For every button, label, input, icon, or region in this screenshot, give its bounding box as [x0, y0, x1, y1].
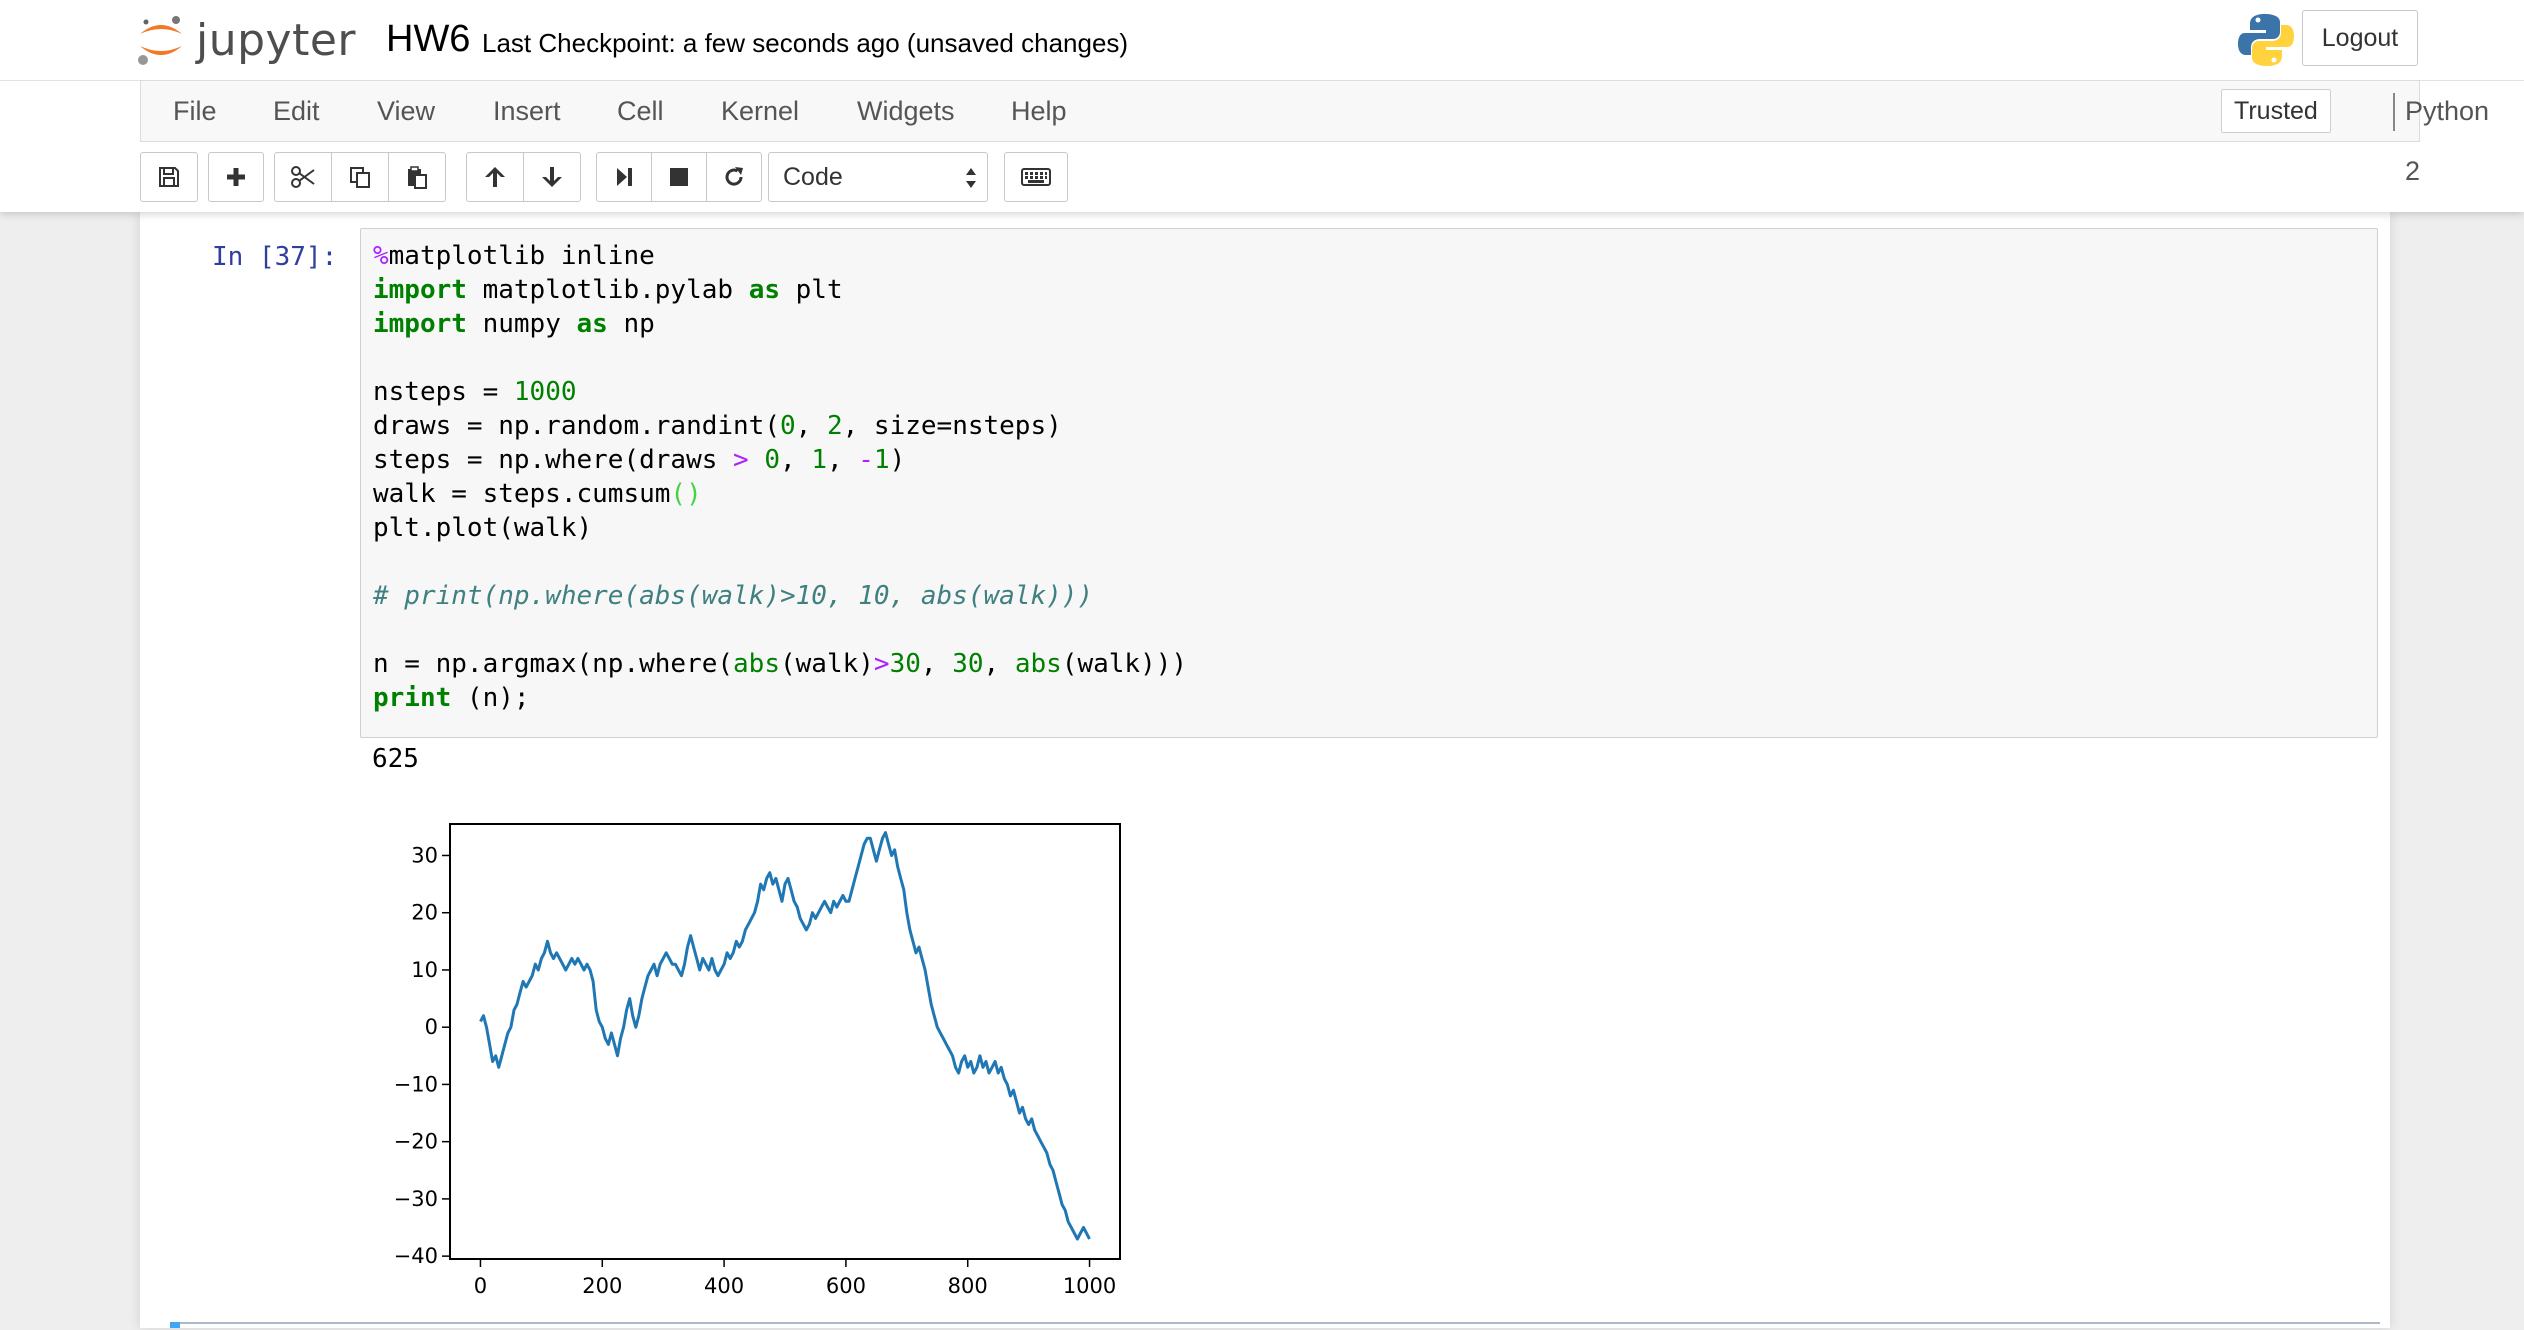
x-tick-label: 400: [704, 1274, 744, 1298]
y-tick-label: 10: [411, 958, 438, 982]
logout-button[interactable]: Logout: [2302, 10, 2418, 66]
code-line-14: print (n);: [373, 683, 530, 713]
step-forward-icon: [617, 168, 632, 186]
cell-type-select[interactable]: Code: [768, 152, 988, 202]
input-prompt: In [37]:: [212, 242, 338, 272]
move-down-button[interactable]: [523, 152, 581, 202]
paste-button[interactable]: [388, 152, 446, 202]
x-tick-label: 200: [582, 1274, 622, 1298]
menu-bar: File Edit View Insert Cell Kernel Widget…: [140, 80, 2489, 186]
menu-insert[interactable]: Insert: [493, 96, 561, 126]
code-line-11: # print(np.where(abs(walk)>10, 10, abs(w…: [373, 581, 1094, 611]
code-line-3: import numpy as np: [373, 309, 655, 339]
code-line-1: %matplotlib inline: [373, 241, 655, 271]
code-line-13: n = np.argmax(np.where(abs(walk)>30, 30,…: [373, 649, 1188, 679]
trusted-badge[interactable]: Trusted: [2221, 89, 2331, 133]
code-cell-input[interactable]: %matplotlib inline import matplotlib.pyl…: [360, 228, 2378, 738]
command-palette-button[interactable]: [1004, 152, 1068, 202]
y-tick-label: 0: [425, 1015, 438, 1039]
walk-series-line: [479, 831, 1091, 1241]
menu-help[interactable]: Help: [1011, 96, 1067, 126]
run-button[interactable]: [596, 152, 652, 202]
code-line-7: steps = np.where(draws > 0, 1, -1): [373, 445, 906, 475]
keyboard-icon: [1021, 168, 1051, 186]
checkpoint-status: Last Checkpoint: a few seconds ago (unsa…: [482, 28, 1129, 58]
save-icon: [159, 167, 179, 187]
code-line-5: nsteps = 1000: [373, 377, 577, 407]
menu-edit[interactable]: Edit: [273, 96, 320, 126]
move-up-button[interactable]: [466, 152, 524, 202]
menu-kernel[interactable]: Kernel: [721, 96, 800, 126]
stop-icon: [670, 168, 688, 186]
menu-cell[interactable]: Cell: [617, 96, 664, 126]
insert-cell-button[interactable]: [208, 152, 264, 202]
code-line-9: plt.plot(walk): [373, 513, 593, 543]
output-stream: 625: [372, 744, 419, 774]
arrow-down-icon: [542, 167, 562, 187]
jupyter-logo-icon: [136, 12, 186, 68]
kernel-separator: [2393, 93, 2395, 131]
y-tick-label: 30: [411, 843, 438, 867]
notebook-container: In [37]: %matplotlib inline import matpl…: [140, 212, 2390, 1328]
paste-icon: [408, 166, 427, 189]
cut-button[interactable]: [274, 152, 332, 202]
jupyter-logo[interactable]: jupyter: [136, 8, 356, 72]
code-line-6: draws = np.random.randint(0, 2, size=nst…: [373, 411, 1062, 441]
restart-kernel-button[interactable]: [706, 152, 762, 202]
plot-frame: [449, 823, 1121, 1260]
scissors-icon: [291, 166, 315, 188]
y-tick-label: −40: [394, 1244, 438, 1268]
copy-button[interactable]: [331, 152, 389, 202]
logo-text: jupyter: [196, 14, 356, 66]
copy-icon: [350, 167, 370, 188]
x-tick-label: 1000: [1063, 1274, 1116, 1298]
menu-view[interactable]: View: [377, 96, 436, 126]
python-logo-icon: [2236, 10, 2296, 70]
y-tick-label: 20: [411, 901, 438, 925]
notebook-name[interactable]: HW6: [386, 18, 471, 60]
walk-line-chart: 0 200 400 600 800 1000 30 20 10 0 −10 −20 −30 −40: [394, 823, 1121, 1298]
y-tick-label: −10: [394, 1072, 438, 1096]
y-tick-label: −20: [394, 1130, 438, 1154]
code-line-8: walk = steps.cumsum(): [373, 479, 702, 509]
kernel-name[interactable]: Python 2: [2405, 96, 2490, 186]
plus-icon: [227, 168, 245, 186]
x-tick-label: 0: [474, 1274, 487, 1298]
select-arrows-icon: [966, 168, 976, 188]
next-cell-border: [170, 1322, 2380, 1330]
interrupt-button[interactable]: [651, 152, 707, 202]
menu-widgets[interactable]: Widgets: [857, 96, 955, 126]
refresh-icon: [725, 167, 743, 186]
code-editor[interactable]: %matplotlib inline import matplotlib.pyl…: [373, 239, 1187, 715]
cell-type-value: Code: [783, 163, 843, 191]
code-line-2: import matplotlib.pylab as plt: [373, 275, 843, 305]
arrow-up-icon: [485, 167, 505, 187]
x-tick-label: 600: [826, 1274, 866, 1298]
save-button[interactable]: [140, 152, 198, 202]
menu-file[interactable]: File: [173, 96, 217, 126]
notebook-header: jupyter HW6 Last Checkpoint: a few secon…: [0, 0, 2524, 212]
x-tick-label: 800: [948, 1274, 988, 1298]
y-tick-label: −30: [394, 1187, 438, 1211]
next-cell-selection-marker: [170, 1322, 180, 1328]
top-bar: jupyter HW6 Last Checkpoint: a few secon…: [0, 0, 2524, 81]
